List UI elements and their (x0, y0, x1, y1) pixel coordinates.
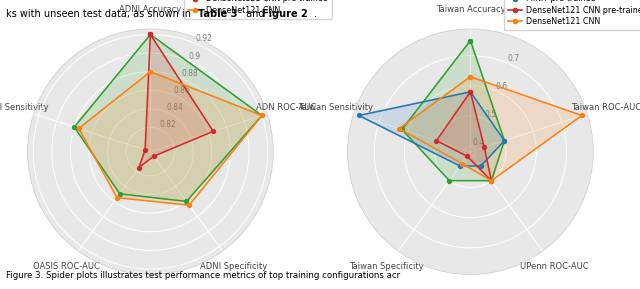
Text: Figure 2: Figure 2 (262, 9, 308, 19)
Polygon shape (359, 92, 504, 166)
Polygon shape (436, 92, 492, 181)
Polygon shape (402, 40, 504, 181)
Polygon shape (79, 72, 262, 205)
Text: ks with unseen test data, as shown in: ks with unseen test data, as shown in (6, 9, 195, 19)
Text: Figure 3. Spider plots illustrates test performance metrics of top training conf: Figure 3. Spider plots illustrates test … (6, 271, 401, 280)
Legend: SwinT pre-trained, DenseNet121 CNN pre-trained, DenseNet121 CNN: SwinT pre-trained, DenseNet121 CNN pre-t… (184, 0, 332, 19)
Text: .: . (314, 9, 317, 19)
Polygon shape (139, 34, 213, 168)
Polygon shape (74, 34, 262, 201)
Text: Table 3: Table 3 (198, 9, 238, 19)
Legend: SwinT pre-trained, MiNiT pre-trained, DenseNet121 CNN pre-trained, DenseNet121 C: SwinT pre-trained, MiNiT pre-trained, De… (504, 0, 640, 30)
Text: and: and (243, 9, 268, 19)
Polygon shape (399, 77, 582, 181)
